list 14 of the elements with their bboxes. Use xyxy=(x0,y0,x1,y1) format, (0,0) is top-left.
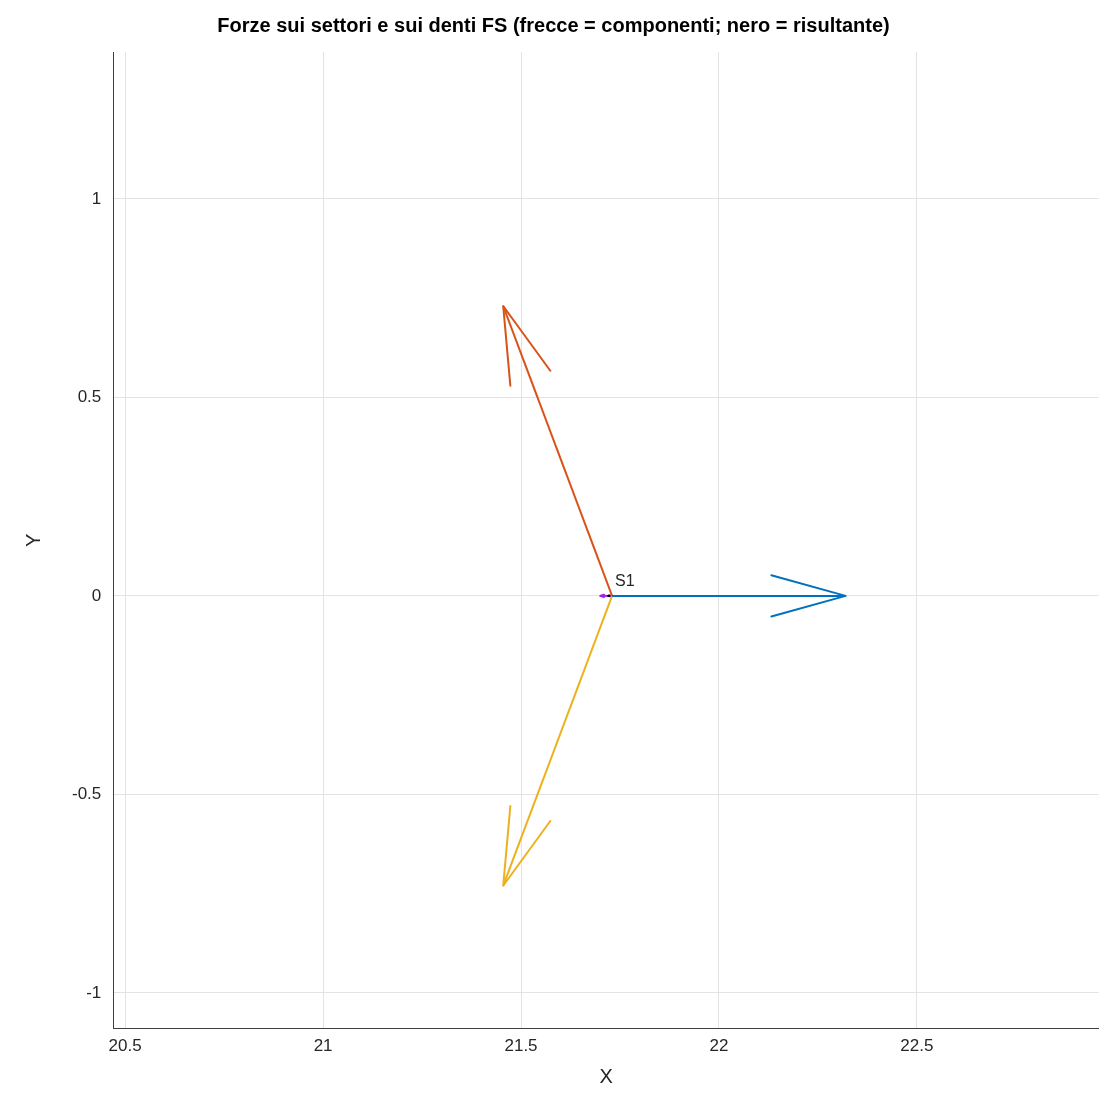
y-axis-title: Y xyxy=(21,533,44,547)
x-tick-label: 22 xyxy=(709,1036,729,1056)
x-tick-label: 21.5 xyxy=(504,1036,538,1056)
x-tick-label: 21 xyxy=(313,1036,333,1056)
y-tick-label: 0.5 xyxy=(77,387,102,407)
y-tick-label: -1 xyxy=(86,982,102,1002)
y-tick-label: -0.5 xyxy=(72,784,102,804)
y-tick-label: 0 xyxy=(91,585,102,605)
x-tick-label: 20.5 xyxy=(108,1036,142,1056)
x-tick-label: 22.5 xyxy=(900,1036,934,1056)
chart-title: Forze sui settori e sui denti FS (frecce = componenti; nero = risultante) xyxy=(217,13,890,36)
y-tick-label: 1 xyxy=(91,188,102,208)
annotation: S1 xyxy=(615,572,635,590)
x-axis-title: X xyxy=(599,1064,613,1087)
